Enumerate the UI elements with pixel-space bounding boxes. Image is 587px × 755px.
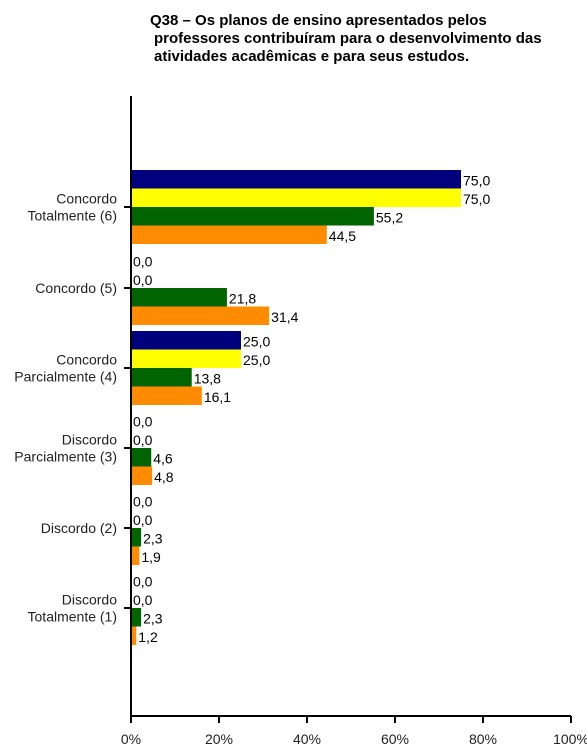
value-label-series3-cat2: 21,8: [229, 291, 256, 307]
bar-series1-cat1: [131, 170, 461, 189]
value-label-series2-cat3: 25,0: [243, 352, 270, 368]
bar-series4-cat1: [131, 225, 327, 244]
value-label-series2-cat5: 0,0: [133, 512, 153, 528]
value-label-series4-cat5: 1,9: [141, 549, 161, 565]
bar-series4-cat2: [131, 306, 270, 325]
bar-series3-cat3: [131, 368, 192, 387]
value-label-series3-cat6: 2,3: [143, 611, 163, 627]
category-label-4-line-2: Parcialmente (3): [14, 449, 117, 465]
bar-series1-cat3: [131, 331, 241, 350]
value-label-series1-cat5: 0,0: [133, 494, 153, 510]
category-label-3-line-1: Concordo: [56, 352, 117, 368]
bar-series3-cat1: [131, 207, 374, 226]
bar-series4-cat5: [131, 546, 140, 565]
bar-series4-cat3: [131, 386, 202, 405]
bar-series2-cat1: [131, 188, 461, 207]
bar-series3-cat2: [131, 288, 227, 307]
value-label-series4-cat4: 4,8: [154, 469, 174, 485]
bar-series2-cat3: [131, 349, 241, 368]
x-tick-label-4: 60%: [381, 731, 409, 747]
value-label-series4-cat3: 16,1: [204, 389, 231, 405]
category-label-4-line-1: Discordo: [62, 432, 117, 448]
chart-title-line-3: atividades acadêmicas e para seus estudo…: [154, 48, 470, 65]
value-label-series2-cat1: 75,0: [463, 191, 490, 207]
value-label-series4-cat1: 44,5: [329, 228, 356, 244]
category-label-5-line-1: Discordo (2): [41, 520, 117, 536]
value-label-series2-cat2: 0,0: [133, 272, 153, 288]
value-label-series3-cat4: 4,6: [153, 451, 173, 467]
x-tick-label-5: 80%: [469, 731, 497, 747]
value-label-series2-cat6: 0,0: [133, 592, 153, 608]
category-label-2-line-1: Concordo (5): [35, 280, 117, 296]
x-tick-label-3: 40%: [293, 731, 321, 747]
chart-title: Q38 – Os planos de ensino apresentados p…: [150, 12, 580, 66]
chart-title-line-1: Q38 – Os planos de ensino apresentados p…: [150, 12, 487, 29]
category-label-3-line-2: Parcialmente (4): [14, 369, 117, 385]
value-label-series4-cat6: 1,2: [138, 629, 158, 645]
value-label-series1-cat4: 0,0: [133, 414, 153, 430]
value-label-series1-cat1: 75,0: [463, 173, 490, 189]
bar-series4-cat6: [131, 626, 137, 645]
value-label-series4-cat2: 31,4: [271, 309, 298, 325]
bar-series3-cat6: [131, 608, 142, 627]
bar-series3-cat4: [131, 448, 152, 467]
category-label-6-line-1: Discordo: [62, 592, 117, 608]
bar-series4-cat4: [131, 466, 153, 485]
chart-title-line-2: professores contribuíram para o desenvol…: [154, 30, 542, 47]
bar-series3-cat5: [131, 528, 142, 547]
x-tick-label-1: 0%: [121, 731, 141, 747]
category-label-1-line-2: Totalmente (6): [28, 208, 117, 224]
value-label-series3-cat3: 13,8: [194, 371, 221, 387]
value-label-series3-cat1: 55,2: [376, 210, 403, 226]
value-label-series1-cat2: 0,0: [133, 254, 153, 270]
category-label-6-line-2: Totalmente (1): [28, 609, 117, 625]
value-label-series2-cat4: 0,0: [133, 432, 153, 448]
x-tick-label-2: 20%: [205, 731, 233, 747]
value-label-series1-cat3: 25,0: [243, 334, 270, 350]
category-label-1-line-1: Concordo: [56, 191, 117, 207]
value-label-series1-cat6: 0,0: [133, 574, 153, 590]
x-tick-label-6: 100%: [553, 731, 587, 747]
value-label-series3-cat5: 2,3: [143, 531, 163, 547]
